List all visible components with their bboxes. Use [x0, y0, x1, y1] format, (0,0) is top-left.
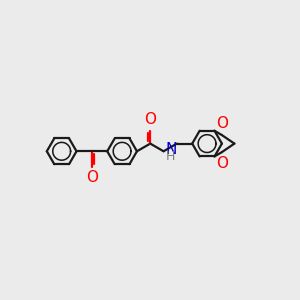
Text: O: O — [216, 116, 228, 131]
Text: H: H — [165, 150, 175, 164]
Text: O: O — [216, 156, 228, 171]
Text: O: O — [144, 112, 156, 127]
Text: O: O — [86, 170, 98, 185]
Text: N: N — [165, 142, 177, 157]
